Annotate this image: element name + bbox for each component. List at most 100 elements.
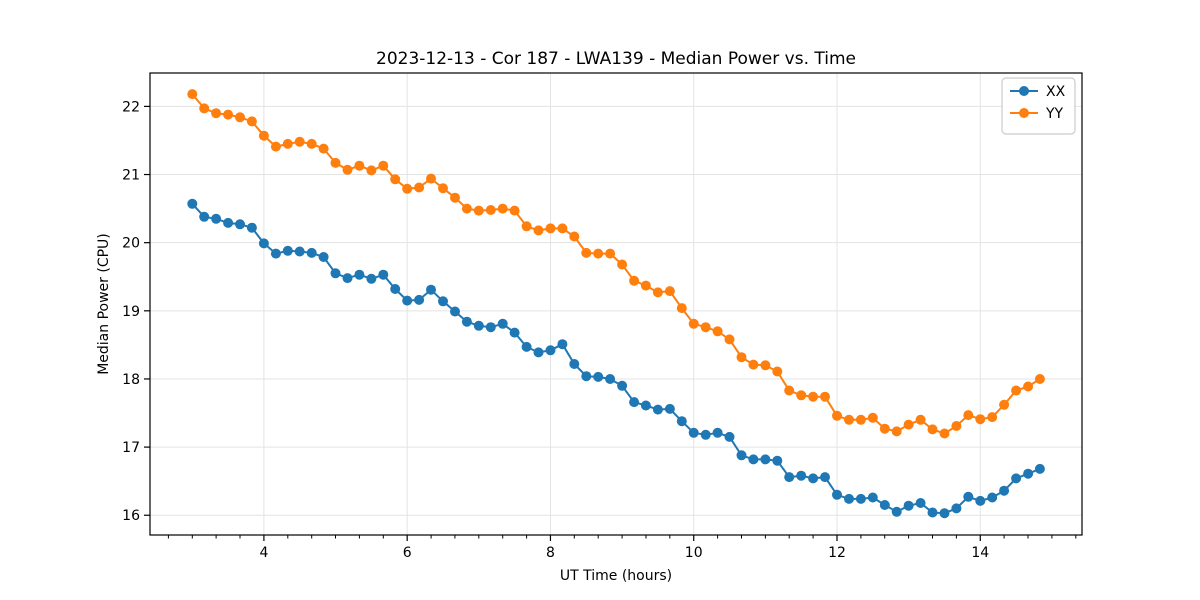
series-XX-point bbox=[235, 219, 245, 230]
axes-layer bbox=[144, 72, 1083, 541]
series-XX-point bbox=[832, 489, 842, 500]
series-YY-point bbox=[963, 410, 974, 421]
series-YY-point bbox=[688, 318, 699, 329]
series-XX-point bbox=[1023, 468, 1034, 479]
series-XX-point bbox=[844, 493, 854, 504]
series-XX-point bbox=[951, 503, 962, 514]
series-XX-point bbox=[975, 495, 986, 506]
series-XX-point bbox=[593, 371, 604, 382]
series-XX-point bbox=[652, 404, 663, 415]
y-tick-label: 18 bbox=[122, 372, 140, 388]
series-YY-point bbox=[891, 426, 902, 437]
x-axis-label: UT Time (hours) bbox=[560, 568, 672, 584]
series-XX-line bbox=[191, 203, 1041, 515]
series-YY-point bbox=[927, 424, 938, 435]
series-YY-point bbox=[700, 322, 711, 333]
series-YY-point bbox=[473, 205, 484, 216]
series-XX-point bbox=[987, 492, 998, 503]
series-XX-point bbox=[629, 397, 640, 408]
series-XX-point bbox=[282, 245, 293, 256]
series-YY-point bbox=[879, 423, 890, 434]
series-YY-point bbox=[533, 225, 544, 236]
series-YY-point bbox=[676, 303, 687, 314]
series-XX-point bbox=[581, 371, 592, 382]
x-tick-label: 10 bbox=[685, 545, 703, 561]
series-XX-point bbox=[724, 431, 735, 442]
series-XX-point bbox=[617, 380, 628, 391]
series-YY-point bbox=[903, 419, 914, 430]
series-YY-point bbox=[390, 174, 401, 185]
series-XX-point bbox=[461, 316, 472, 327]
series-YY-point bbox=[306, 138, 317, 149]
series-YY-point bbox=[640, 280, 651, 291]
series-YY-point bbox=[378, 160, 389, 171]
series-XX-point bbox=[808, 473, 819, 484]
series-XX-point bbox=[258, 238, 269, 249]
series-XX-point bbox=[533, 347, 544, 358]
series-YY-point bbox=[772, 366, 783, 377]
series-YY-point bbox=[258, 130, 269, 141]
series-XX-point bbox=[557, 339, 568, 350]
series-XX-point bbox=[664, 403, 675, 414]
series-YY-point bbox=[593, 248, 604, 259]
y-axis-label: Median Power (CPU) bbox=[96, 233, 112, 375]
legend-label-XX: XX bbox=[1046, 84, 1066, 100]
series-XX-point bbox=[497, 318, 508, 329]
y-tick-label: 21 bbox=[122, 168, 140, 184]
series-XX-point bbox=[545, 345, 556, 356]
y-tick-label: 16 bbox=[122, 508, 140, 524]
series-XX-point bbox=[820, 472, 830, 483]
series-YY-point bbox=[844, 414, 854, 425]
series-XX-point bbox=[426, 284, 436, 295]
series-XX-point bbox=[438, 296, 448, 307]
series-XX-point bbox=[402, 295, 413, 306]
series-XX-point bbox=[390, 284, 401, 294]
series-YY-point bbox=[270, 141, 281, 152]
series-XX-point bbox=[772, 455, 783, 466]
series-YY-point bbox=[1023, 381, 1034, 392]
series-XX-point bbox=[736, 450, 747, 461]
series-YY-point bbox=[784, 385, 795, 396]
series-XX-point bbox=[796, 470, 807, 481]
series-YY-point bbox=[1034, 374, 1045, 384]
x-tick-label: 8 bbox=[546, 545, 555, 561]
series-XX-point bbox=[927, 507, 938, 518]
series-XX-point bbox=[342, 273, 353, 284]
series-YY-point bbox=[246, 116, 257, 127]
series-YY-point bbox=[855, 414, 866, 425]
series-XX-point bbox=[521, 341, 532, 352]
grid-layer bbox=[150, 73, 1082, 535]
series-YY-point bbox=[235, 112, 245, 123]
series-YY-point bbox=[509, 205, 520, 216]
series-XX-point bbox=[1011, 473, 1022, 484]
series-XX-point bbox=[903, 500, 914, 511]
y-tick-label: 20 bbox=[122, 236, 140, 252]
series-XX-point bbox=[378, 269, 389, 280]
series-YY-point bbox=[736, 352, 747, 363]
series-XX-point bbox=[712, 427, 723, 438]
series-XX-point bbox=[688, 427, 699, 438]
series-YY-point bbox=[951, 421, 962, 431]
series-YY-point bbox=[199, 103, 210, 114]
series-XX-point bbox=[366, 273, 377, 284]
series-YY-point bbox=[915, 414, 926, 425]
y-tick-label: 19 bbox=[122, 304, 140, 320]
series-XX-point bbox=[318, 252, 329, 262]
series-YY-point bbox=[987, 412, 998, 423]
legend-label-YY: YY bbox=[1045, 106, 1064, 122]
series-XX-point bbox=[246, 222, 257, 233]
x-tick-label: 12 bbox=[828, 545, 846, 561]
series-YY-point bbox=[712, 326, 723, 337]
series-YY-point bbox=[497, 203, 508, 214]
series-YY-point bbox=[318, 143, 329, 154]
series-XX-point bbox=[748, 454, 759, 465]
series-YY-point bbox=[557, 223, 568, 234]
series-YY-point bbox=[605, 248, 616, 259]
series-XX-point bbox=[1034, 463, 1045, 474]
series-XX-point bbox=[605, 374, 616, 384]
series-YY-point bbox=[485, 205, 496, 215]
legend-marker-XX bbox=[1019, 86, 1029, 96]
series-YY-point bbox=[569, 231, 580, 242]
series-YY-point bbox=[521, 221, 532, 232]
